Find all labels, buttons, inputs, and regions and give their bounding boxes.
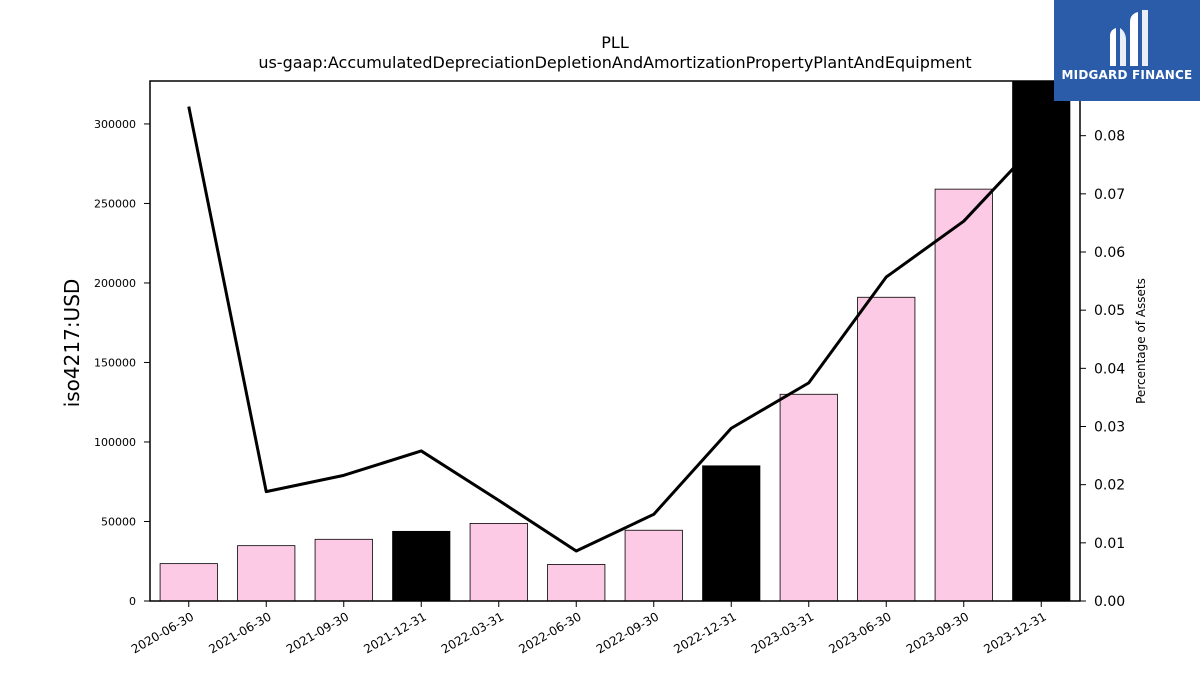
x-tick-label: 2021-12-31 (361, 609, 428, 656)
x-tick-label: 2023-03-31 (749, 609, 816, 656)
bar-2021-09-30 (314, 538, 373, 602)
y-tick-label: 0 (129, 595, 136, 608)
bar-2023-09-30 (934, 188, 993, 602)
bar-2022-09-30 (624, 529, 683, 602)
plot-frame (149, 80, 1081, 602)
y2-tick-label: 0.08 (1094, 129, 1125, 145)
bar-2020-06-30 (159, 563, 218, 602)
y2-tick-label: 0.07 (1094, 187, 1125, 203)
bar-2023-12-31 (1012, 80, 1071, 602)
y2-axis-label: Percentage of Assets (1134, 278, 1148, 404)
y-tick-label: 300000 (94, 118, 136, 131)
bar-2021-06-30 (237, 545, 296, 602)
y2-tick-label: 0.06 (1094, 245, 1125, 261)
x-tick-label: 2022-03-31 (439, 609, 506, 656)
bar-2022-12-31 (702, 465, 761, 602)
x-tick-label: 2021-09-30 (284, 609, 351, 656)
bar-2022-03-31 (469, 522, 528, 602)
bar-2023-03-31 (779, 393, 838, 602)
x-tick-label: 2022-06-30 (516, 609, 583, 656)
bar-2021-12-31 (392, 530, 451, 602)
y2-tick-label: 0.00 (1094, 594, 1125, 610)
x-tick-label: 2022-12-31 (671, 609, 738, 656)
bar-2022-06-30 (547, 564, 606, 602)
x-tick-label: 2020-06-30 (129, 609, 196, 656)
y2-tick-label: 0.03 (1094, 420, 1125, 436)
y-tick-label: 50000 (101, 515, 136, 528)
y-axis-label: iso4217:USD (60, 279, 84, 408)
y-tick-label: 100000 (94, 436, 136, 449)
chart-title: PLL (601, 33, 629, 52)
brand-name: MIDGARD FINANCE (1061, 68, 1193, 82)
y2-tick-label: 0.04 (1094, 361, 1125, 377)
y2-tick-label: 0.01 (1094, 536, 1125, 552)
y2-tick-label: 0.02 (1094, 478, 1125, 494)
x-tick-label: 2023-12-31 (981, 609, 1048, 656)
y2-tick-label: 0.05 (1094, 303, 1125, 319)
bar-2023-06-30 (857, 296, 916, 602)
chart-subtitle: us-gaap:AccumulatedDepreciationDepletion… (258, 53, 971, 72)
x-tick-label: 2023-09-30 (904, 609, 971, 656)
y-tick-label: 250000 (94, 197, 136, 210)
x-tick-label: 2022-09-30 (594, 609, 661, 656)
x-tick-label: 2021-06-30 (206, 609, 273, 656)
x-tick-label: 2023-06-30 (826, 609, 893, 656)
brand-logo: MIDGARD FINANCE (1054, 0, 1200, 101)
y-tick-label: 150000 (94, 356, 136, 369)
y-tick-label: 200000 (94, 277, 136, 290)
midgard-finance-logo-icon (1110, 10, 1148, 66)
percentage-line (187, 106, 1043, 553)
